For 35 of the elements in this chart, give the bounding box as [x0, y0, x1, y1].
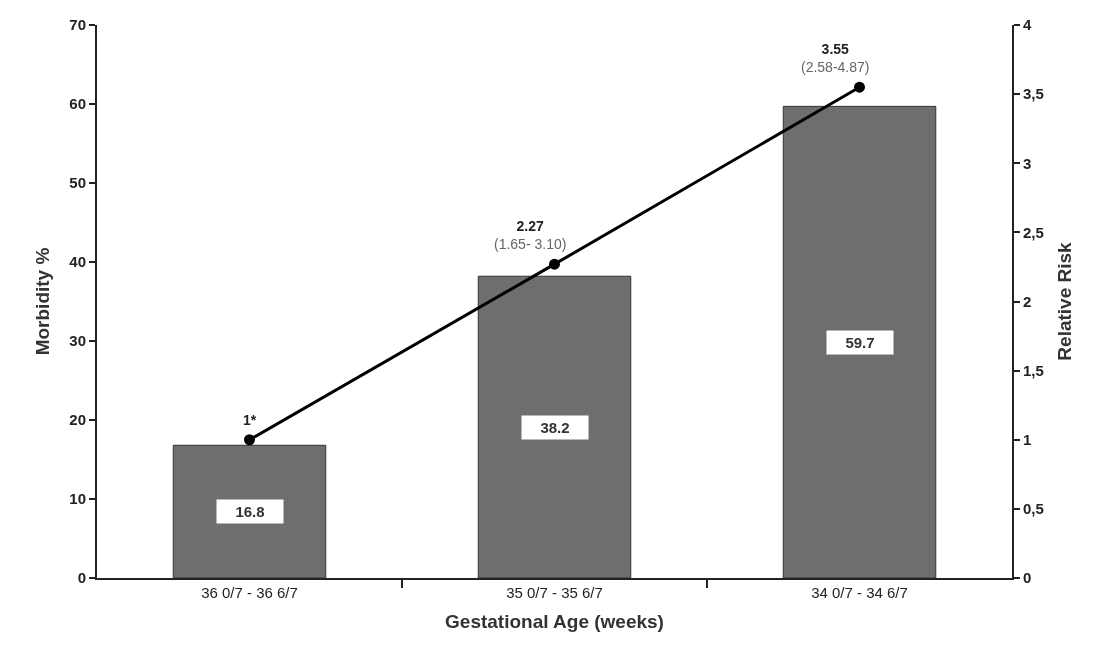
x-axis-title: Gestational Age (weeks) [445, 611, 664, 633]
y-tick-label: 50 [69, 174, 86, 192]
y2-tick-label: 1,5 [1023, 361, 1044, 379]
y-tick-label: 10 [69, 490, 86, 508]
y2-tick-label: 2,5 [1023, 223, 1044, 241]
bar [172, 444, 327, 578]
y-tick-label: 30 [69, 332, 86, 350]
x-tick-label: 36 0/7 - 36 6/7 [201, 584, 298, 601]
point [549, 258, 560, 270]
y2-tick-label: 3,5 [1023, 85, 1044, 103]
y2-tick-label: 4 [1023, 16, 1032, 34]
y2-tick-label: 0,5 [1023, 500, 1044, 518]
point [244, 434, 255, 446]
bar [477, 275, 632, 578]
y-tick-label: 0 [77, 569, 86, 587]
data-label: 59.7 [845, 334, 875, 351]
point [854, 81, 865, 93]
bar [782, 105, 937, 578]
y2-axis-title: Relative Risk [1054, 241, 1076, 361]
y-tick-label: 20 [69, 411, 86, 429]
data-label: 1* [243, 412, 257, 428]
y2-tick-label: 0 [1023, 569, 1032, 587]
y2-tick-label: 2 [1023, 292, 1032, 310]
y-axis-title: Morbidity % [31, 247, 53, 356]
y-tick-label: 60 [69, 95, 86, 113]
y-tick-label: 70 [69, 16, 86, 34]
data-label: 2.27 (1.65- 3.10) [494, 218, 567, 253]
data-label: 3.55 (2.58-4.87) [801, 41, 870, 76]
x-tick-label: 35 0/7 - 35 6/7 [506, 584, 603, 601]
y2-tick-label: 1 [1023, 431, 1032, 448]
x-tick-label: 34 0/7 - 34 6/7 [811, 584, 908, 601]
y2-tick-label: 3 [1023, 154, 1032, 172]
data-label: 16.8 [235, 503, 265, 520]
y-tick-label: 40 [69, 253, 86, 271]
data-label: 38.2 [540, 419, 570, 436]
